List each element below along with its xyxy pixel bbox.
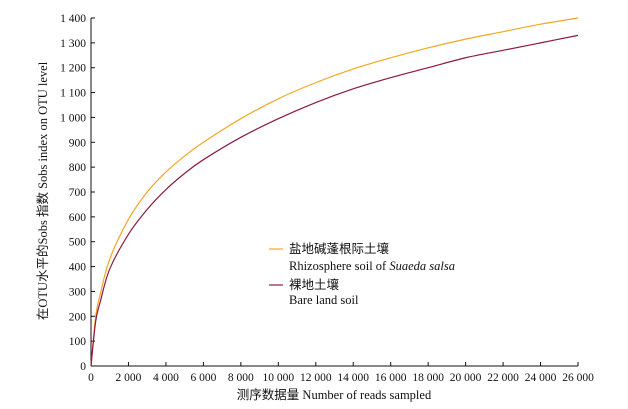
x-tick-label: 24 000 (525, 372, 557, 384)
legend-label-rhizosphere-zh: 盐地碱蓬根际土壤 (289, 241, 390, 256)
y-tick-label: 500 (69, 237, 87, 249)
y-tick-label: 1 100 (60, 88, 86, 100)
x-tick-label: 14 000 (337, 372, 369, 384)
x-tick-label: 2 000 (116, 372, 142, 384)
y-tick-label: 800 (69, 162, 87, 174)
y-tick-label: 0 (80, 361, 86, 373)
x-tick-label: 20 000 (450, 372, 482, 384)
legend-label-rhizosphere-en-prefix: Rhizosphere soil of (289, 259, 389, 273)
y-tick-label: 1 300 (60, 38, 86, 50)
y-tick-label: 1 000 (60, 112, 86, 124)
y-tick-label: 400 (69, 262, 87, 274)
y-tick-label: 1 400 (60, 13, 86, 25)
y-tick-label: 100 (69, 336, 87, 348)
x-tick-label: 26 000 (562, 372, 594, 384)
y-axis-label: 在OTU水平的Sobs 指数 Sobs index on OTU level (35, 61, 50, 320)
x-tick-label: 8 000 (228, 372, 254, 384)
x-tick-label: 22 000 (487, 372, 519, 384)
x-tick-label: 6 000 (190, 372, 216, 384)
x-tick-label: 10 000 (262, 372, 294, 384)
x-tick-label: 16 000 (375, 372, 407, 384)
legend-label-rhizosphere-en: Rhizosphere soil of Suaeda salsa (289, 259, 455, 273)
series-line-1 (90, 34, 579, 367)
y-ticks: 0 100 200 300 400 500 600 700 800 900 1 000 1 100 1 … (60, 13, 95, 373)
plot-area: 0 100 200 300 400 500 600 700 800 900 1 000 1 100 1 … (60, 13, 594, 384)
x-tick-label: 12 000 (300, 372, 332, 384)
y-tick-label: 600 (69, 212, 87, 224)
series-lines (90, 17, 579, 367)
legend: 盐地碱蓬根际土壤 Rhizosphere soil of Suaeda sals… (269, 241, 455, 307)
y-tick-label: 1 200 (60, 63, 86, 75)
y-tick-label: 900 (69, 137, 87, 149)
x-ticks: 0 2 000 4 000 6 000 8 000 10 000 12 000 14 000 1… (88, 362, 594, 384)
y-tick-label: 200 (69, 311, 87, 323)
legend-label-bare-zh: 裸地土壤 (289, 277, 340, 292)
y-tick-label: 700 (69, 187, 87, 199)
x-tick-label: 0 (88, 372, 94, 384)
series-line-0 (90, 17, 579, 367)
x-tick-label: 4 000 (153, 372, 179, 384)
y-tick-label: 300 (69, 286, 87, 298)
legend-label-rhizosphere-en-italic: Suaeda salsa (389, 259, 455, 273)
legend-label-bare-en: Bare land soil (289, 293, 359, 307)
x-axis-label: 测序数据量 Number of reads sampled (237, 387, 432, 402)
x-tick-label: 18 000 (412, 372, 444, 384)
